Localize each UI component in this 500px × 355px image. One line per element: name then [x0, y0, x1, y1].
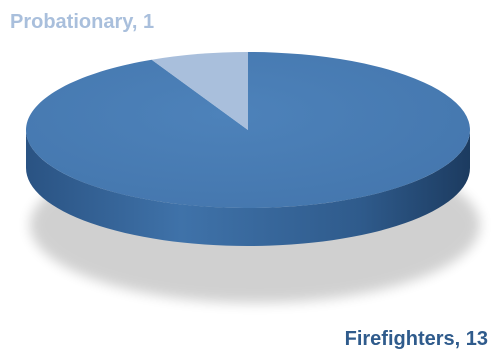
data-label-probationary: Probationary, 1 — [10, 11, 154, 33]
data-label-firefighters: Firefighters, 13 — [345, 328, 488, 350]
pie-slice-probationary — [151, 52, 248, 130]
pie-side-wall — [26, 130, 470, 246]
